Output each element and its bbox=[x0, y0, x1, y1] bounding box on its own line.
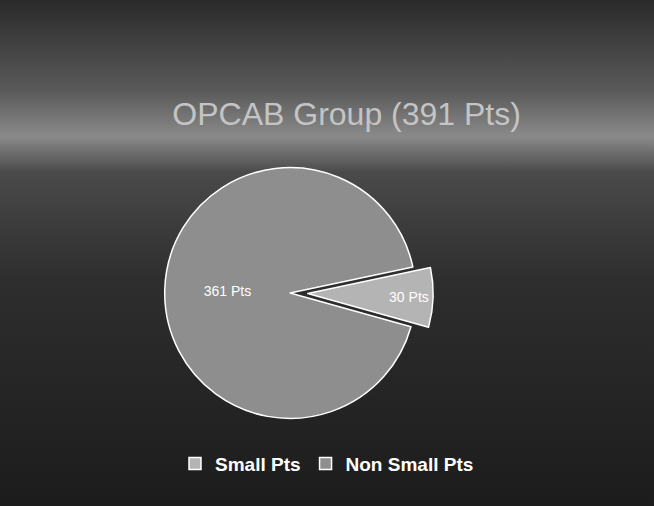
svg-text:361 Pts: 361 Pts bbox=[204, 283, 251, 299]
svg-text:30 Pts: 30 Pts bbox=[389, 289, 429, 305]
svg-text:Non Small Pts: Non Small Pts bbox=[346, 454, 474, 475]
svg-text:Small Pts: Small Pts bbox=[215, 454, 301, 475]
svg-text:OPCAB Group (391 Pts): OPCAB Group (391 Pts) bbox=[172, 96, 521, 132]
